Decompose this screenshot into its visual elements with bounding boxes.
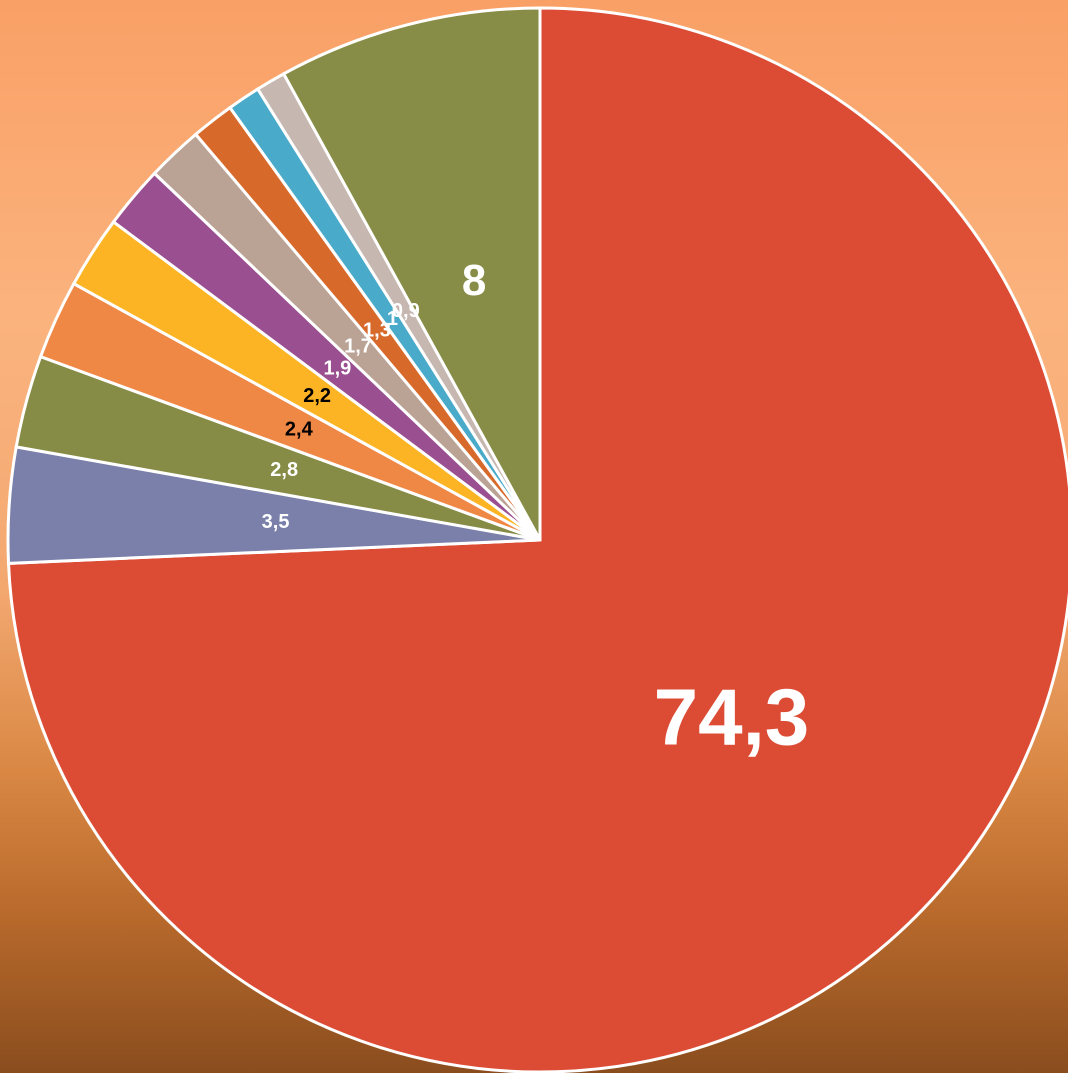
pie-slice [281, 6, 542, 541]
data-label: 2,4 [285, 418, 314, 440]
data-label: 1,7 [344, 336, 372, 358]
data-label: 8 [462, 256, 486, 305]
data-label: 74,3 [654, 672, 810, 761]
data-label: 0,9 [392, 300, 420, 322]
pie-slice [6, 6, 1068, 1073]
data-label: 2,2 [303, 385, 331, 407]
data-label: 3,5 [262, 511, 290, 533]
data-label: 1,9 [324, 357, 352, 379]
data-label: 2,8 [270, 459, 298, 481]
data-label: 1,3 [363, 319, 391, 341]
data-label: 1 [387, 308, 398, 330]
